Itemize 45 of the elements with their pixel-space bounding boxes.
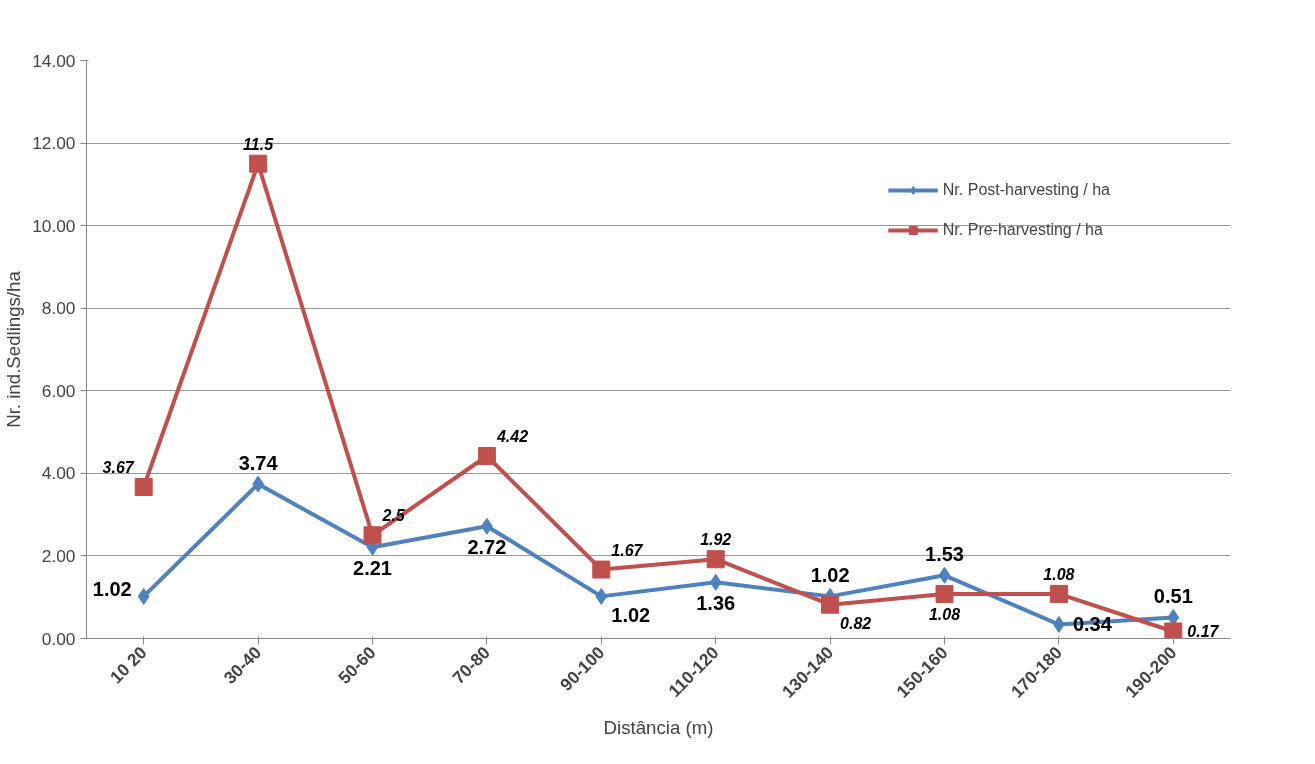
point [595, 587, 608, 605]
point [821, 595, 840, 614]
y-tick-label: 12.00 [32, 133, 76, 154]
data-label: 0.51 [1153, 585, 1193, 608]
x-axis-title: Distância (m) [603, 716, 714, 738]
y-tick-label: 0.00 [41, 628, 76, 649]
point [137, 587, 150, 605]
data-label: 0.82 [840, 614, 872, 632]
data-label: 3.74 [238, 452, 279, 475]
x-tick-label: 10 20 [105, 642, 151, 688]
data-label: 0.17 [1187, 623, 1220, 641]
point [477, 447, 496, 466]
data-label: 1.53 [925, 543, 964, 566]
point [249, 154, 268, 173]
point [706, 550, 725, 569]
data-label: 1.36 [696, 592, 736, 615]
legend-label: Nr. Post-harvesting / ha [942, 181, 1110, 199]
data-label: 1.02 [810, 564, 850, 587]
point [134, 477, 153, 496]
point [592, 560, 611, 579]
data-label: 2.21 [353, 557, 392, 580]
data-label: 3.67 [102, 458, 135, 476]
data-label: 1.08 [928, 605, 961, 623]
data-label: 1.08 [1043, 565, 1075, 583]
y-tick-label: 8.00 [41, 298, 76, 319]
point [709, 573, 722, 591]
data-label: 1.02 [611, 604, 651, 627]
point [363, 526, 382, 545]
y-tick-label: 14.00 [32, 50, 76, 71]
data-label: 4.42 [495, 428, 529, 446]
point [1049, 584, 1068, 603]
y-tick-label: 6.00 [41, 380, 76, 401]
y-tick-label: 2.00 [41, 545, 76, 566]
point [938, 566, 951, 584]
y-axis-title: Nr. ind.Sedlings/ha [3, 270, 25, 428]
data-label: 2.72 [467, 536, 507, 559]
data-label: 11.5 [243, 135, 275, 153]
point [1164, 622, 1183, 639]
data-label: 1.02 [92, 578, 132, 601]
y-tick-label: 10.00 [32, 215, 76, 236]
data-label: 1.92 [700, 531, 732, 549]
point [935, 584, 954, 603]
data-label: 1.67 [611, 541, 644, 559]
legend-label: Nr. Pre-harvesting / ha [942, 221, 1103, 239]
y-tick-label: 4.00 [41, 463, 76, 484]
